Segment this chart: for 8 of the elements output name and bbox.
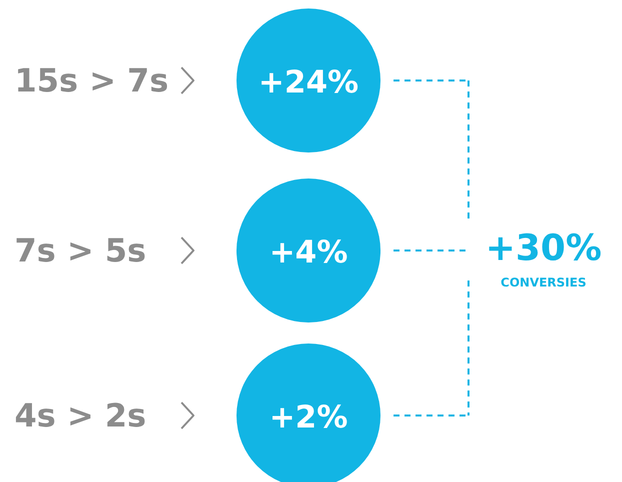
data-label: +24% bbox=[258, 64, 359, 100]
category-label: 15s > 7s bbox=[14, 62, 168, 100]
category-label: 7s > 5s bbox=[14, 232, 146, 270]
data-label: +2% bbox=[269, 400, 348, 436]
text: CONVERSIES bbox=[500, 276, 586, 290]
data-label: +4% bbox=[269, 234, 348, 270]
text: +30% bbox=[485, 228, 602, 269]
category-label: 4s > 2s bbox=[14, 396, 146, 434]
